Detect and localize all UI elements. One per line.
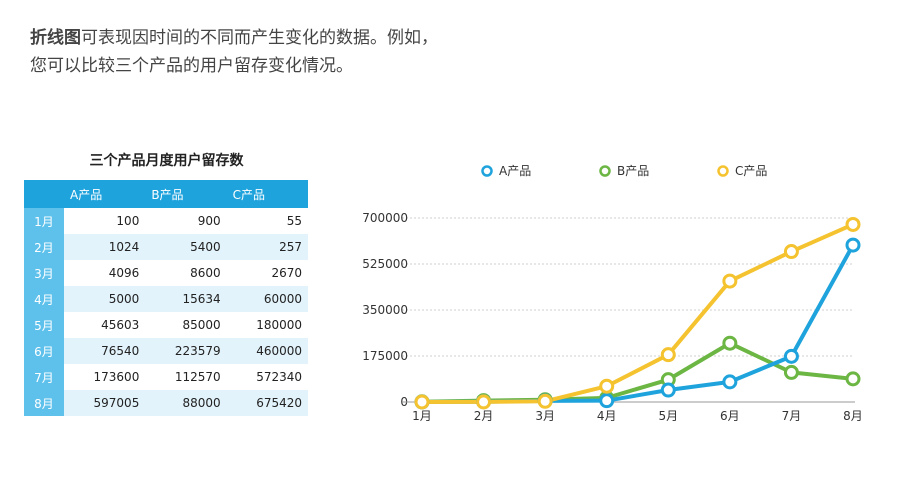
y-tick-label: 175000: [362, 349, 408, 363]
table-cell: 76540: [64, 338, 146, 364]
data-point: [845, 216, 861, 232]
table-cell: 112570: [145, 364, 227, 390]
table-cell: 4096: [64, 260, 146, 286]
column-header-c: C产品: [226, 180, 308, 208]
legend-marker: [481, 165, 493, 177]
retention-table: A产品 B产品 C产品 1月 100 900 55 2月 1024 5400 257 3月 409…: [24, 180, 308, 416]
table-row: 5月 45603 85000 180000: [24, 312, 308, 338]
table-corner-cell: [24, 180, 64, 208]
x-tick-label: 8月: [843, 409, 863, 423]
x-tick-label: 5月: [658, 409, 678, 423]
table-cell: 8600: [145, 260, 227, 286]
legend-marker: [599, 165, 611, 177]
row-month-label: 8月: [24, 390, 64, 416]
table-row: 4月 5000 15634 60000: [24, 286, 308, 312]
data-point: [660, 347, 676, 363]
table-cell: 572340: [226, 364, 308, 390]
table-cell: 5400: [145, 234, 227, 260]
table-cell: 180000: [226, 312, 308, 338]
legend-label: B产品: [617, 164, 649, 178]
table-header-row: A产品 B产品 C产品: [24, 180, 308, 208]
column-header-b: B产品: [145, 180, 227, 208]
table-cell: 900: [145, 208, 227, 234]
row-month-label: 4月: [24, 286, 64, 312]
table-cell: 257: [226, 234, 308, 260]
x-tick-label: 7月: [782, 409, 802, 423]
table-cell: 100: [64, 208, 146, 234]
table-row: 3月 4096 8600 2670: [24, 260, 308, 286]
series-line: [420, 222, 855, 404]
table-row: 2月 1024 5400 257: [24, 234, 308, 260]
intro-line-1: 折线图可表现因时间的不同而产生变化的数据。例如，: [30, 24, 438, 52]
data-point: [599, 378, 615, 394]
data-point: [537, 393, 553, 409]
y-tick-label: 525000: [362, 257, 408, 271]
column-header-a: A产品: [64, 180, 146, 208]
table-body: 1月 100 900 55 2月 1024 5400 257 3月 4096 8600 2670 4月 5…: [24, 208, 308, 416]
intro-lead: 折线图: [30, 28, 81, 48]
legend-marker: [717, 165, 729, 177]
row-month-label: 3月: [24, 260, 64, 286]
table-row: 8月 597005 88000 675420: [24, 390, 308, 416]
row-month-label: 5月: [24, 312, 64, 338]
table-cell: 1024: [64, 234, 146, 260]
intro-text: 折线图可表现因时间的不同而产生变化的数据。例如， 您可以比较三个产品的用户留存变…: [30, 24, 438, 80]
x-tick-label: 2月: [474, 409, 494, 423]
table-row: 7月 173600 112570 572340: [24, 364, 308, 390]
x-tick-label: 3月: [535, 409, 555, 423]
data-point: [599, 393, 615, 409]
table-cell: 15634: [145, 286, 227, 312]
x-tick-label: 1月: [412, 409, 432, 423]
data-point: [783, 244, 799, 260]
y-tick-label: 700000: [362, 211, 408, 225]
table-cell: 460000: [226, 338, 308, 364]
row-month-label: 2月: [24, 234, 64, 260]
table-title: 三个产品月度用户留存数: [89, 153, 244, 169]
table-cell: 675420: [226, 390, 308, 416]
data-point: [722, 273, 738, 289]
table-cell: 5000: [64, 286, 146, 312]
intro-line-2: 您可以比较三个产品的用户留存变化情况。: [30, 56, 353, 76]
data-point: [783, 364, 799, 380]
data-point: [845, 371, 861, 387]
legend-label: A产品: [499, 164, 531, 178]
data-point: [414, 394, 430, 410]
row-month-label: 1月: [24, 208, 64, 234]
table-cell: 55: [226, 208, 308, 234]
data-point: [660, 382, 676, 398]
table-cell: 85000: [145, 312, 227, 338]
x-tick-label: 6月: [720, 409, 740, 423]
table-cell: 173600: [64, 364, 146, 390]
table-cell: 597005: [64, 390, 146, 416]
data-point: [845, 237, 861, 253]
data-point: [783, 348, 799, 364]
row-month-label: 6月: [24, 338, 64, 364]
legend-label: C产品: [735, 164, 767, 178]
x-tick-label: 4月: [597, 409, 617, 423]
table-cell: 223579: [145, 338, 227, 364]
intro-line-1-rest: 可表现因时间的不同而产生变化的数据。例如，: [81, 28, 438, 48]
table-cell: 45603: [64, 312, 146, 338]
data-point: [476, 394, 492, 410]
table-cell: 60000: [226, 286, 308, 312]
table-row: 1月 100 900 55: [24, 208, 308, 234]
table-row: 6月 76540 223579 460000: [24, 338, 308, 364]
table-cell: 88000: [145, 390, 227, 416]
row-month-label: 7月: [24, 364, 64, 390]
data-point: [722, 335, 738, 351]
data-point: [722, 374, 738, 390]
table-cell: 2670: [226, 260, 308, 286]
y-tick-label: 350000: [362, 303, 408, 317]
